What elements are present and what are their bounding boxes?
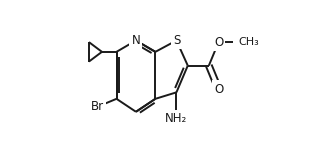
- Text: O: O: [214, 83, 223, 96]
- Text: NH₂: NH₂: [165, 112, 187, 125]
- Text: CH₃: CH₃: [238, 37, 259, 47]
- Text: S: S: [173, 34, 180, 47]
- Text: Br: Br: [90, 100, 104, 113]
- Text: N: N: [132, 34, 140, 47]
- Text: O: O: [214, 36, 223, 49]
